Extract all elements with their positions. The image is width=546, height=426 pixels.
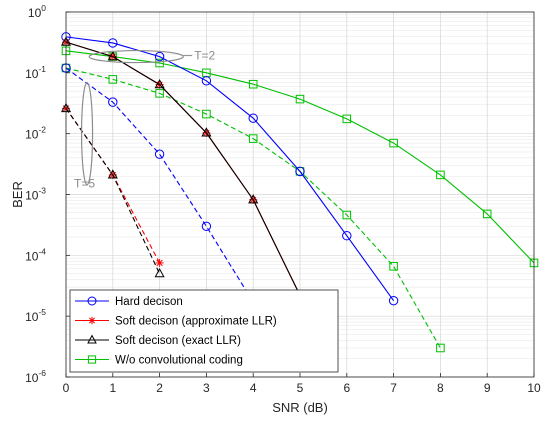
data-point-circle [154,149,165,159]
legend-label: W/o convolutional coding [115,355,243,367]
legend-label: Soft decison (approximate LLR) [115,316,277,328]
x-tick-label: 2 [156,381,163,395]
data-point-square [342,114,352,124]
y-tick-label: 10-2 [25,125,46,142]
legend-box [69,289,339,373]
series-line [65,50,535,264]
star-stroke [156,259,163,267]
legend-entry: Soft decison (exact LLR) [75,334,241,347]
data-point-square [155,89,164,98]
data-point-square [108,75,118,84]
series-line [65,67,254,303]
x-tick-label: 9 [484,381,491,395]
y-tick-label: 10-5 [25,307,46,324]
data-point-square [155,58,164,68]
x-axis-label: SNR (dB) [272,400,328,415]
data-point-triangle [107,50,118,61]
series-line [65,41,301,296]
data-point-star [88,316,96,325]
annotation-label-t2: T=2 [194,49,215,63]
data-point-circle [388,295,399,306]
data-point-circle [248,113,258,123]
y-axis-label: BER [10,181,25,208]
legend-label: Hard decison [115,296,183,308]
data-point-square [342,210,352,220]
data-point-square [436,343,445,353]
annotations-group: T=2 T=5 [74,49,216,191]
annotation-ellipse-t2 [88,49,184,64]
y-tick-label: 100 [28,3,46,20]
series-T2-circle [61,32,399,306]
legend-entry: W/o convolutional coding [75,355,243,367]
data-point-square [202,109,211,119]
data-point-triangle [154,78,165,89]
data-point-square [295,94,305,104]
annotation-ellipse-t5 [80,82,94,186]
x-tick-label: 4 [250,381,257,395]
annotation-label-t5: T=5 [74,177,95,191]
x-tick-label: 8 [437,381,444,395]
data-point-circle [87,296,97,306]
legend-entry: Soft decison (approximate LLR) [75,316,277,328]
star-stroke [88,317,96,324]
x-tick-label: 3 [203,381,210,395]
data-point-square [436,170,445,180]
data-point-square [248,79,258,89]
x-tick-label: 5 [297,381,304,395]
legend-label: Soft decison (exact LLR) [115,335,241,347]
data-point-circle [108,97,118,107]
data-point-triangle [201,127,212,137]
tick-labels: 0 1 2 3 4 5 6 7 8 9 10 100 10-1 10-2 10-3 10-4 10-5 10-6 [25,3,541,395]
data-point-circle [154,51,165,62]
y-tick-label: 10-6 [25,368,46,385]
data-point-triangle [248,194,259,204]
data-point-square [389,138,398,148]
data-point-square [248,134,258,143]
data-point-circle [342,231,352,241]
y-tick-label: 10-3 [25,186,46,203]
x-tick-label: 0 [63,381,70,395]
data-point-circle [108,38,118,48]
data-point-triangle [107,169,118,179]
data-point-triangle [154,267,165,278]
data-point-star [155,258,164,267]
data-point-square [389,262,398,271]
x-tick-label: 10 [527,381,541,395]
x-tick-label: 1 [109,381,116,395]
data-point-square [87,355,97,364]
x-tick-label: 7 [390,381,397,395]
data-point-circle [201,221,212,232]
legend: Hard decison Soft decison (approximate LL… [69,289,339,373]
data-point-triangle [87,334,97,344]
series-line [65,67,441,349]
data-point-circle [295,166,305,177]
y-tick-label: 10-1 [25,64,46,81]
data-point-square [482,209,492,219]
x-tick-label: 6 [343,381,350,395]
legend-entry: Hard decison [75,296,183,308]
data-point-circle [201,76,212,86]
series-line [65,36,395,301]
y-tick-label: 10-4 [25,246,46,263]
